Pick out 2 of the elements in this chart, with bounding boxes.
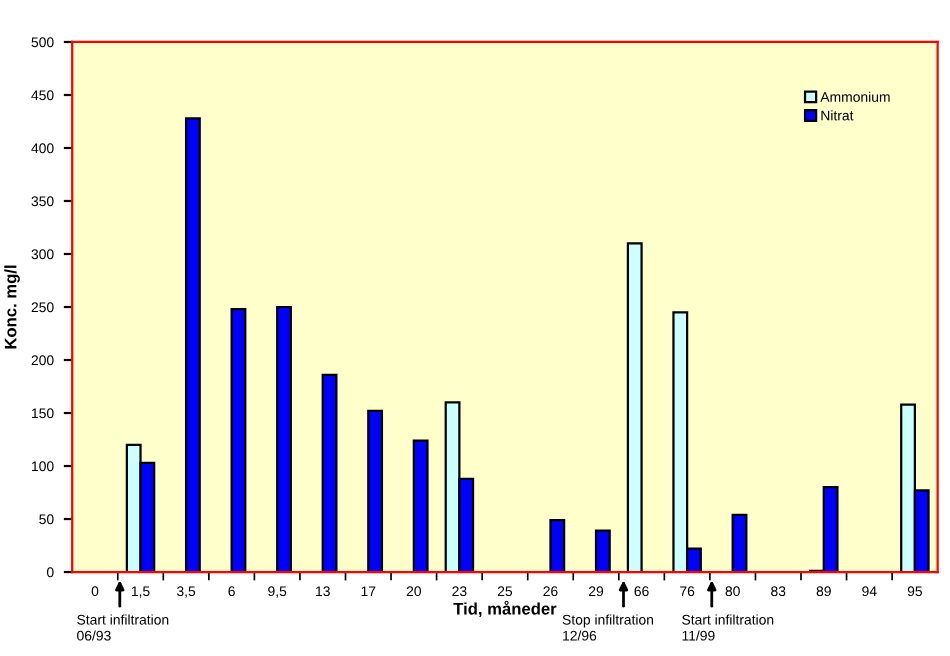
y-axis-title: Konc. mg/l bbox=[4, 265, 20, 349]
x-axis-title: Tid, måneder bbox=[453, 600, 557, 618]
